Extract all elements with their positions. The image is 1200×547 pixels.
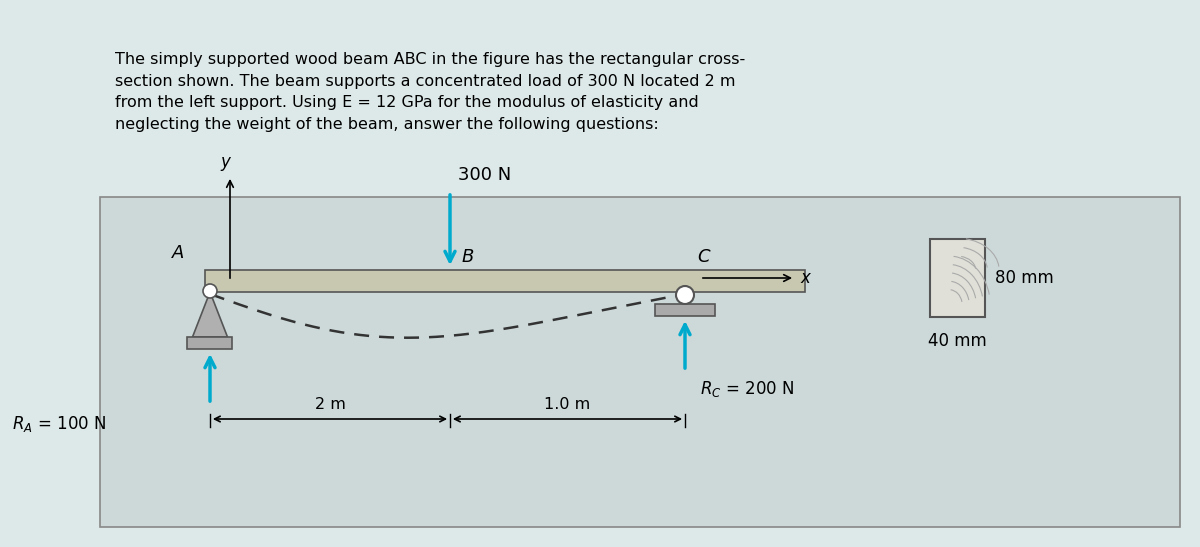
Bar [655,304,715,316]
Circle shape [203,284,217,298]
Text: 1.0 m: 1.0 m [545,397,590,412]
Text: 2 m: 2 m [314,397,346,412]
Text: A: A [172,244,185,262]
Text: The simply supported wood beam ABC in the figure has the rectangular cross-
sect: The simply supported wood beam ABC in th… [115,52,745,132]
Text: $R_A$ = 100 N: $R_A$ = 100 N [12,414,107,434]
Polygon shape [192,292,228,337]
Circle shape [676,286,694,304]
Text: 40 mm: 40 mm [928,332,986,350]
Text: B: B [462,248,474,266]
Bar [930,239,985,317]
Text: y: y [220,153,230,171]
Text: $R_C$ = 200 N: $R_C$ = 200 N [700,379,794,399]
Text: x: x [800,269,810,287]
Text: 80 mm: 80 mm [995,269,1054,287]
Text: C: C [697,248,709,266]
Bar [205,270,805,292]
Text: 300 N: 300 N [458,166,511,184]
Bar [187,337,233,349]
FancyBboxPatch shape [100,197,1180,527]
